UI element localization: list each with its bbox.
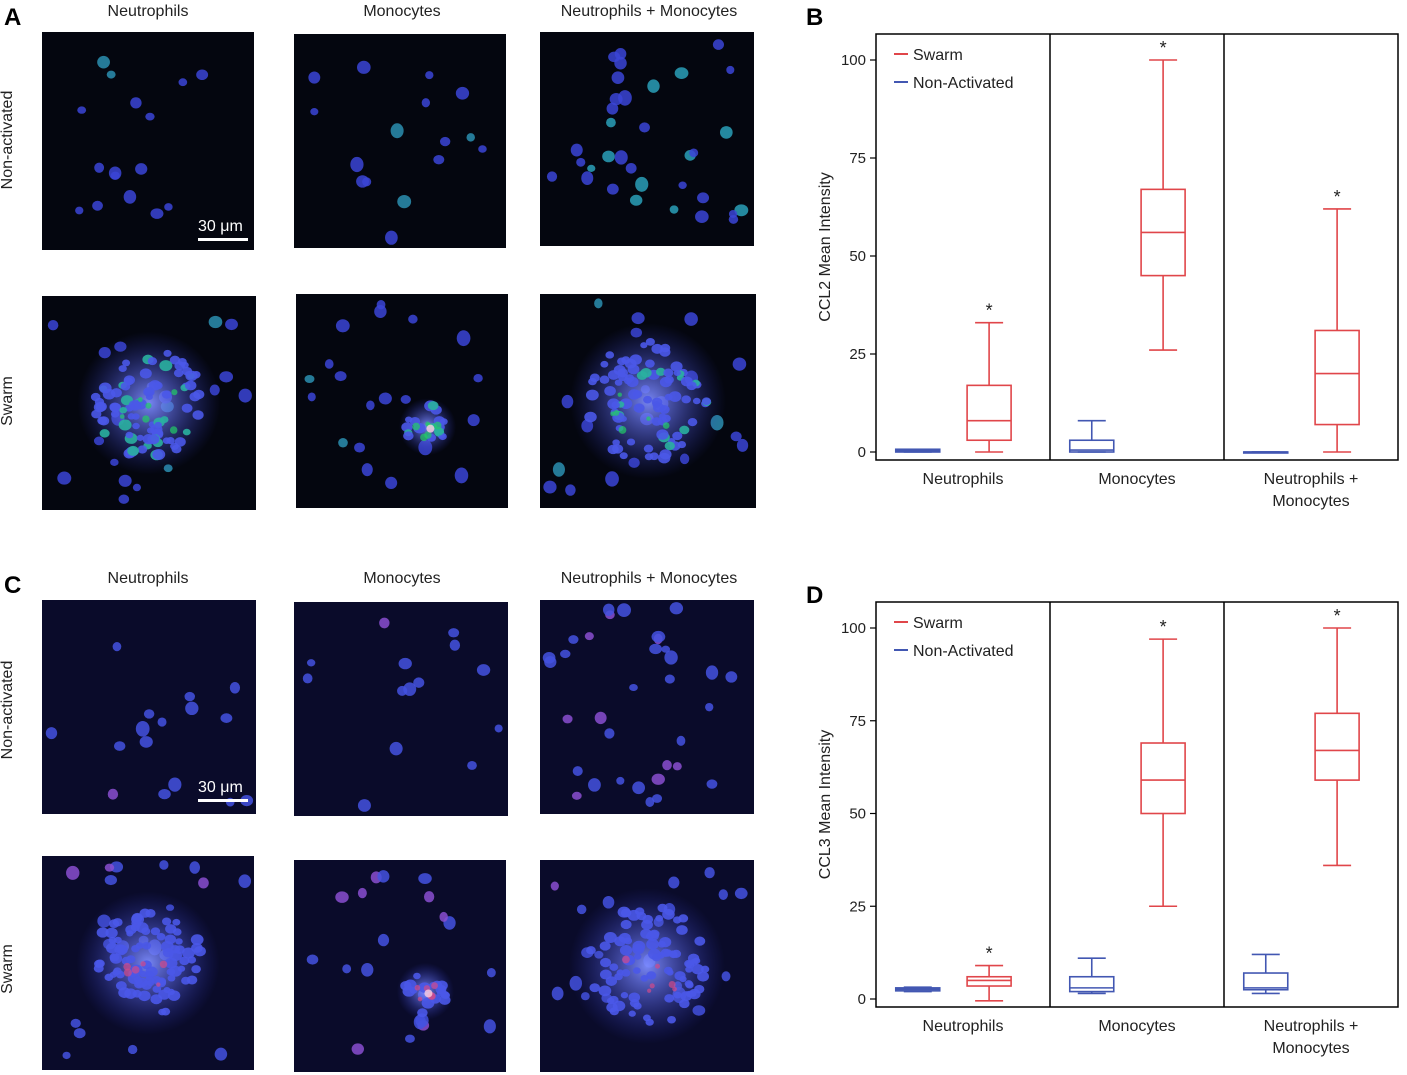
panel-c-col-title-3: Neutrophils + Monocytes — [560, 570, 738, 587]
panel-a-col-title-1: Neutrophils — [107, 3, 189, 20]
b-box-swarm — [1314, 208, 1360, 453]
panel-letter-c: C — [4, 572, 22, 599]
d-xtick-label: Monocytes — [1272, 1040, 1349, 1057]
scale-bar-c-line — [198, 799, 248, 802]
d-ytick-label: 50 — [849, 806, 866, 823]
d-box-swarm — [1314, 627, 1360, 867]
scale-bar-c: 30 μm — [198, 779, 248, 802]
b-xtick-label: Monocytes — [1098, 471, 1175, 488]
b-ytick-label: 50 — [849, 248, 866, 265]
d-ytick-label: 100 — [841, 620, 866, 637]
panel-c-row-label-1: Non-activated — [0, 660, 16, 760]
b-box-non-activated — [1242, 451, 1289, 454]
panel-a-col-title-3: Neutrophils + Monocytes — [560, 3, 738, 20]
panel-a-col-title-2: Monocytes — [363, 3, 441, 20]
micrograph-a-mixed-nonactivated — [540, 32, 754, 246]
b-legend-label: Swarm — [913, 47, 963, 64]
d-xtick-label: Neutrophils + — [1264, 1018, 1359, 1035]
d-box-swarm — [1140, 638, 1186, 908]
b-box-non-activated — [894, 448, 941, 453]
micrograph-a-monocytes-swarm — [296, 294, 508, 508]
box-plot-b: CCL2 Mean Intensity 0 25 50 75 100 Neutrophils… — [817, 33, 1399, 510]
d-xtick-label: Monocytes — [1098, 1018, 1175, 1035]
micrograph-a-monocytes-nonactivated — [294, 34, 506, 248]
b-ytick-label: 25 — [849, 346, 866, 363]
micrograph-a-neutrophils-swarm — [42, 296, 256, 510]
scale-bar-a-line — [198, 238, 248, 241]
d-ylabel: CCL3 Mean Intensity — [817, 730, 834, 879]
micrograph-c-neutrophils-swarm — [42, 856, 254, 1070]
d-box-non-activated — [1242, 953, 1289, 995]
b-xtick-label: Neutrophils + — [1264, 471, 1359, 488]
panel-letter-d: D — [806, 582, 824, 609]
b-xtick-label: Neutrophils — [923, 471, 1004, 488]
b-box-swarm — [966, 321, 1012, 453]
panel-letter-a: A — [4, 4, 22, 31]
b-ytick-label: 100 — [841, 52, 866, 69]
panel-a-row-label-1: Non-activated — [0, 90, 16, 190]
panel-a-row-label-2: Swarm — [0, 376, 16, 426]
d-significance-marker: * — [1334, 606, 1341, 626]
micrograph-c-mixed-swarm — [540, 860, 754, 1072]
b-significance-marker: * — [1160, 38, 1167, 58]
b-plot-frame — [875, 33, 1399, 461]
d-significance-marker: * — [1160, 617, 1167, 637]
panel-c-col-title-2: Monocytes — [363, 570, 441, 587]
b-significance-marker: * — [1334, 187, 1341, 207]
micrograph-c-neutrophils-nonactivated — [42, 600, 256, 814]
b-ytick-label: 75 — [849, 150, 866, 167]
d-legend-label: Non-Activated — [913, 643, 1014, 660]
micrograph-c-mixed-nonactivated — [540, 600, 754, 814]
d-legend-label: Swarm — [913, 615, 963, 632]
panel-letter-b: B — [806, 4, 824, 31]
box-plot-d: CCL3 Mean Intensity 0 25 50 75 100 Neutrophils… — [817, 601, 1399, 1057]
b-xtick-label: Monocytes — [1272, 493, 1349, 510]
micrograph-a-neutrophils-nonactivated — [42, 32, 254, 250]
b-significance-marker: * — [986, 301, 993, 321]
d-plot-frame — [875, 601, 1399, 1008]
panel-c-col-title-1: Neutrophils — [107, 570, 189, 587]
panel-c-row-label-2: Swarm — [0, 944, 16, 994]
b-box-non-activated — [1068, 419, 1115, 453]
d-xtick-label: Neutrophils — [923, 1018, 1004, 1035]
d-ytick-label: 75 — [849, 713, 866, 730]
b-ytick-label: 0 — [858, 444, 866, 461]
d-ytick-label: 0 — [858, 991, 866, 1008]
b-ylabel: CCL2 Mean Intensity — [817, 172, 834, 321]
d-box-non-activated — [1068, 957, 1115, 995]
scale-bar-a-label: 30 μm — [198, 218, 243, 235]
d-box-non-activated — [894, 986, 941, 993]
scale-bar-a: 30 μm — [198, 218, 248, 241]
scale-bar-c-label: 30 μm — [198, 779, 243, 796]
d-ytick-label: 25 — [849, 898, 866, 915]
d-box-swarm — [966, 964, 1012, 1002]
micrograph-c-monocytes-swarm — [294, 860, 506, 1072]
b-box-swarm — [1140, 59, 1186, 351]
micrograph-c-monocytes-nonactivated — [294, 602, 508, 816]
d-significance-marker: * — [986, 944, 993, 964]
b-legend-label: Non-Activated — [913, 75, 1014, 92]
micrograph-a-mixed-swarm — [540, 294, 756, 508]
